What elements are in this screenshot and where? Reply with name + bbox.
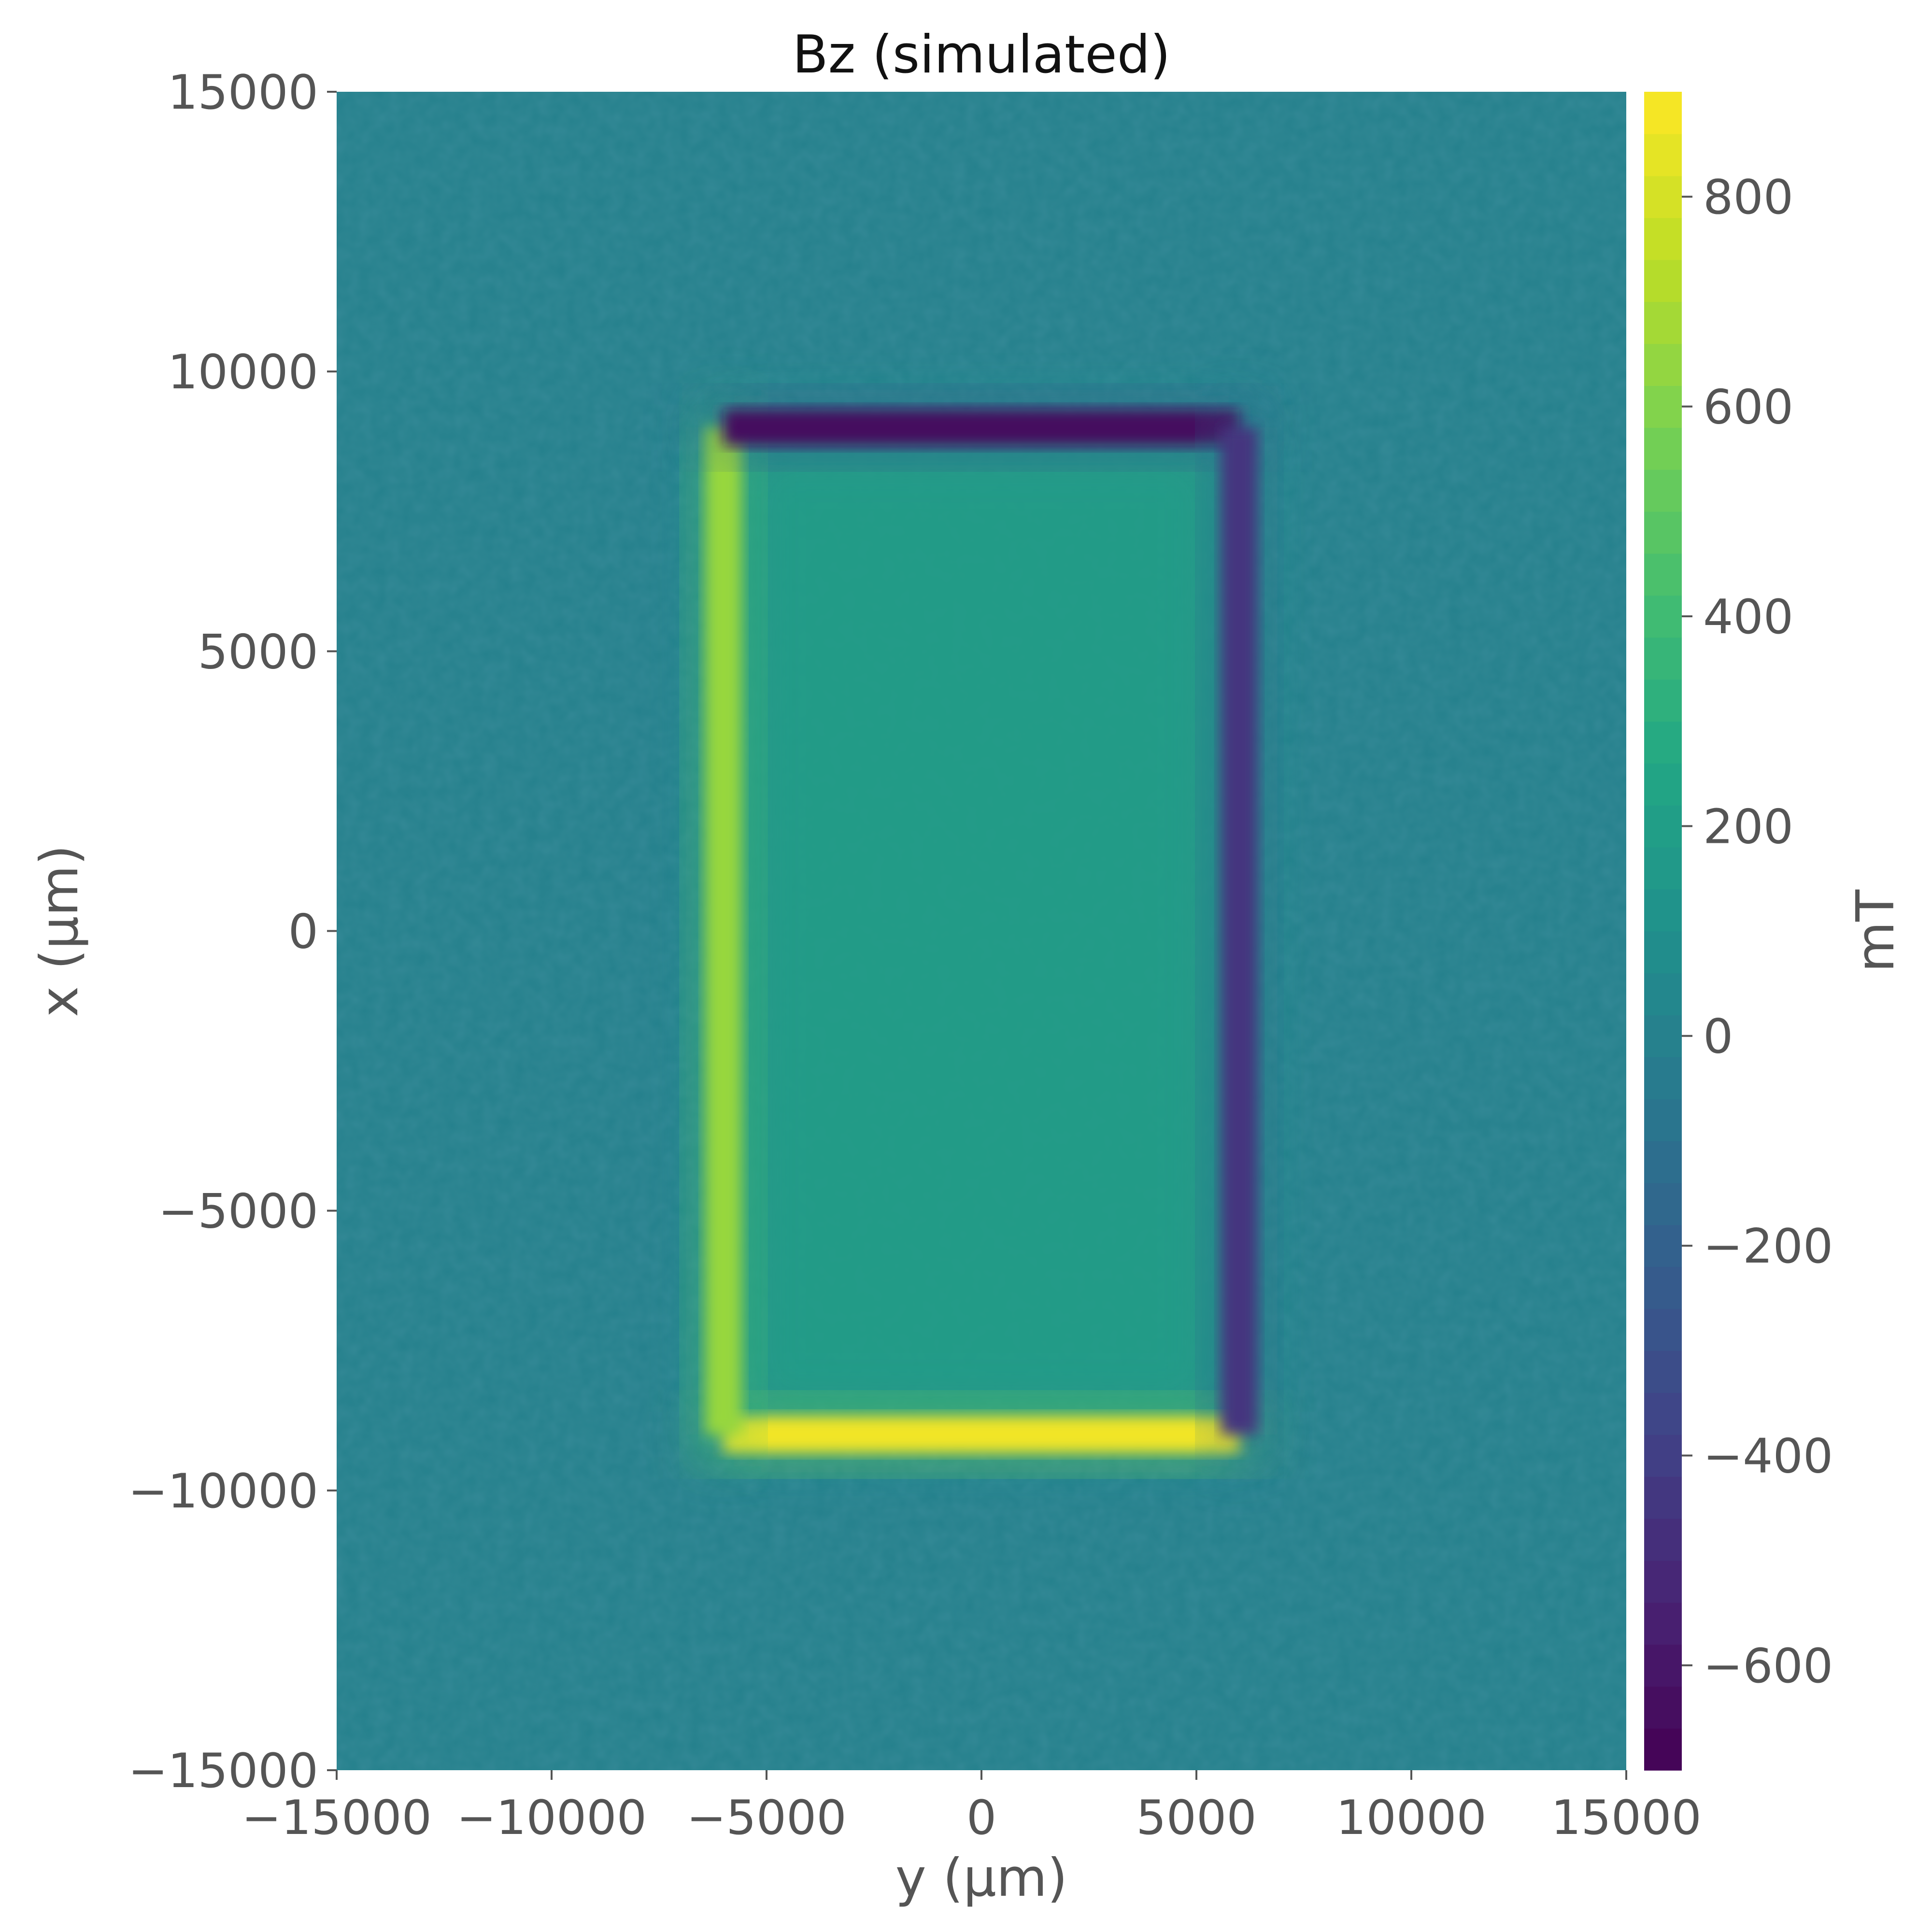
colorbar-segment — [1644, 175, 1682, 218]
x-tick-label: −10000 — [456, 1790, 647, 1846]
colorbar-segment — [1644, 1266, 1682, 1309]
colorbar-tick-label: 800 — [1703, 170, 1793, 225]
colorbar-segment — [1644, 1686, 1682, 1729]
colorbar-segment — [1644, 1392, 1682, 1435]
colorbar-label: mT — [1846, 889, 1906, 972]
colorbar-segment — [1644, 1728, 1682, 1771]
x-tick-label: 5000 — [1136, 1790, 1256, 1846]
colorbar-segment — [1644, 92, 1682, 134]
colorbar-tick-label: −400 — [1703, 1429, 1833, 1484]
y-tick-label: −15000 — [128, 1744, 318, 1799]
colorbar-segment — [1644, 889, 1682, 932]
interior-region — [724, 427, 1239, 1435]
y-tick-label: 0 — [288, 905, 318, 960]
colorbar-segment — [1644, 1644, 1682, 1687]
colorbar-segment — [1644, 553, 1682, 596]
colorbar-segment — [1644, 721, 1682, 764]
colorbar-segment — [1644, 1140, 1682, 1183]
x-tick-label: 15000 — [1551, 1790, 1702, 1846]
x-tick-label: 10000 — [1336, 1790, 1487, 1846]
colorbar-segment — [1644, 847, 1682, 890]
colorbar-tick-label: −600 — [1703, 1639, 1833, 1694]
y-tick-label: 15000 — [168, 65, 318, 120]
colorbar-segment — [1644, 805, 1682, 848]
colorbar-segment — [1644, 1224, 1682, 1267]
colorbar-segment — [1644, 1518, 1682, 1561]
colorbar-segment — [1644, 1435, 1682, 1477]
colorbar-segment — [1644, 1182, 1682, 1225]
y-tick-label: −10000 — [128, 1464, 318, 1519]
colorbar-segment — [1644, 133, 1682, 176]
colorbar-segment — [1644, 679, 1682, 722]
colorbar-segment — [1644, 1602, 1682, 1645]
colorbar-segment — [1644, 301, 1682, 344]
colorbar-segment — [1644, 595, 1682, 638]
colorbar-segment — [1644, 385, 1682, 428]
chart-title: Bz (simulated) — [793, 25, 1171, 85]
colorbar-segment — [1644, 1099, 1682, 1141]
colorbar-segment — [1644, 637, 1682, 680]
colorbar-segment — [1644, 1476, 1682, 1519]
y-tick-label: −5000 — [158, 1184, 318, 1239]
colorbar-segment — [1644, 259, 1682, 302]
colorbar-tick-label: 400 — [1703, 590, 1793, 645]
edge-line-bottom — [724, 1416, 1239, 1453]
colorbar-tick-label: 200 — [1703, 799, 1793, 854]
edge-line-left — [705, 427, 742, 1435]
colorbar-segment — [1644, 931, 1682, 974]
colorbar-segment — [1644, 427, 1682, 470]
y-axis-label: x (μm) — [29, 845, 90, 1017]
x-tick-label: 0 — [966, 1790, 996, 1846]
colorbar-segment — [1644, 217, 1682, 260]
colorbar-segment — [1644, 1057, 1682, 1099]
x-tick-label: −5000 — [686, 1790, 847, 1846]
colorbar-tick-label: 0 — [1703, 1009, 1733, 1065]
axes: −15000 −10000 −5000 0 5000 10000 15000 15000 100… — [128, 65, 1702, 1846]
colorbar-segment — [1644, 511, 1682, 554]
edge-line-right — [1221, 427, 1258, 1435]
x-axis-label: y (μm) — [895, 1848, 1067, 1908]
colorbar-segment — [1644, 973, 1682, 1016]
colorbar-segment — [1644, 1560, 1682, 1603]
colorbar-segment — [1644, 343, 1682, 386]
colorbar-segment — [1644, 1015, 1682, 1057]
colorbar-tick-label: 600 — [1703, 380, 1793, 435]
heatmap-area — [337, 92, 1626, 1770]
colorbar-tick-label: −200 — [1703, 1219, 1833, 1274]
edge-line-top — [724, 409, 1239, 446]
x-tick-label: −15000 — [242, 1790, 432, 1846]
colorbar: 800 600 400 200 0 −200 −400 −600 — [1644, 92, 1833, 1771]
colorbar-segment — [1644, 763, 1682, 806]
colorbar-segment — [1644, 1350, 1682, 1393]
y-tick-label: 10000 — [168, 345, 318, 400]
y-tick-label: 5000 — [198, 625, 318, 680]
colorbar-segment — [1644, 1308, 1682, 1351]
colorbar-segment — [1644, 469, 1682, 512]
